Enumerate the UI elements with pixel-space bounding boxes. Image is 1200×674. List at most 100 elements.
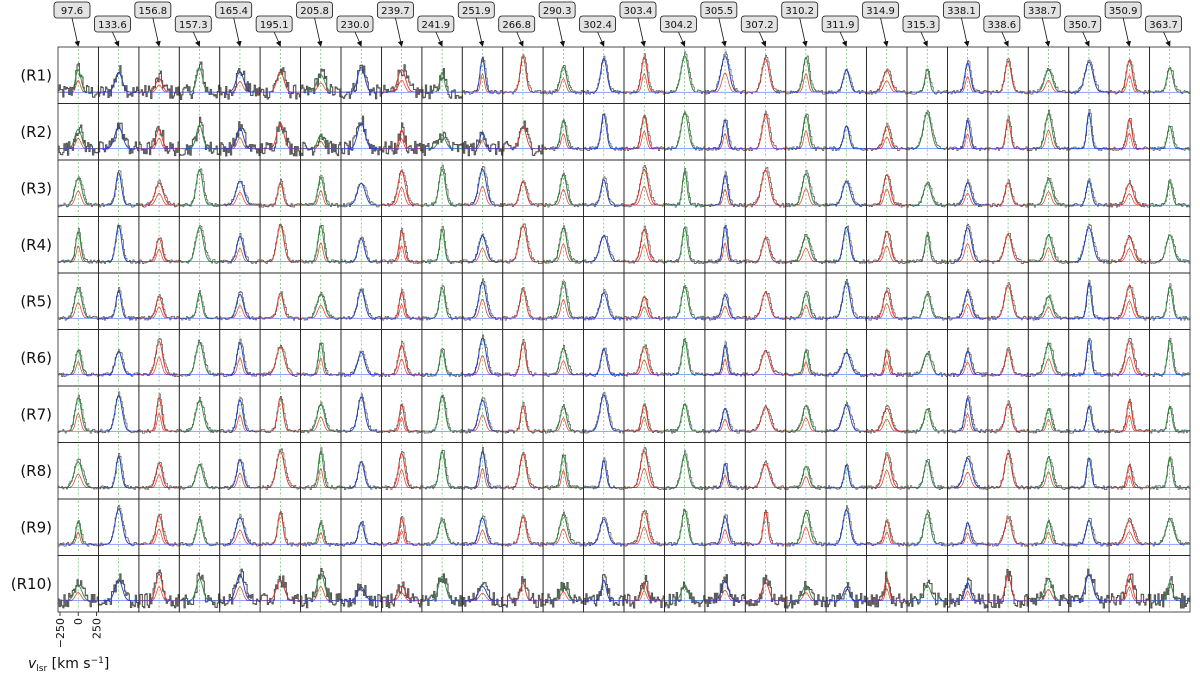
observed-spectrum: [543, 280, 584, 321]
observed-spectrum: [947, 224, 989, 265]
spectrum-panel: [1068, 216, 1110, 274]
frequency-callout: 230.0: [336, 15, 374, 47]
panel-frame: [340, 498, 382, 556]
frequency-label: 165.4: [219, 6, 248, 17]
observed-spectrum: [179, 339, 221, 377]
spectrum-panel: [57, 329, 99, 387]
spectrum-panel: [623, 216, 665, 274]
frequency-callout: 290.3: [538, 1, 576, 47]
spectrum-panel: [1068, 442, 1110, 500]
frequency-label: 251.9: [462, 6, 491, 17]
spectrum-panel: [300, 442, 342, 500]
spectrum-panel: [1027, 216, 1070, 274]
panel-frame: [1108, 329, 1150, 387]
callout-arrow: [961, 17, 970, 47]
observed-spectrum: [543, 454, 584, 490]
spectrum-panel: [1068, 272, 1110, 330]
observed-spectrum: [745, 236, 787, 265]
spectrum-panel: [1027, 498, 1070, 556]
frequency-label: 350.7: [1068, 20, 1097, 31]
model-fit: [1109, 284, 1150, 319]
spectrum-panel: [1149, 216, 1191, 274]
spectrum-panel: [1068, 385, 1110, 443]
frequency-label: 230.0: [341, 20, 370, 31]
observed-spectrum: [987, 400, 1029, 434]
spectrum-panel: [1027, 442, 1070, 500]
spectrum-panel: [664, 555, 706, 613]
spectrum-panel: [1068, 46, 1110, 104]
observed-spectrum: [624, 510, 665, 547]
model-fit: [745, 113, 786, 150]
model-fit: [138, 340, 180, 376]
spectrum-panel: [583, 103, 625, 161]
spectrum-panel: [502, 442, 544, 500]
panel-frame: [906, 498, 948, 556]
frequency-label: 241.9: [422, 20, 451, 31]
row-label: (R3): [20, 179, 52, 197]
panel-frame: [987, 272, 1029, 330]
spectrum-panel: [219, 498, 261, 556]
observed-spectrum: [745, 54, 787, 95]
observed-spectrum: [260, 511, 301, 547]
spectrum-panel: [57, 272, 99, 330]
spectrum-panel: [461, 272, 504, 330]
model-fit: [1149, 67, 1190, 93]
spectrum-panel: [744, 442, 787, 500]
observed-spectrum: [219, 291, 261, 321]
spectrum-panel: [866, 46, 908, 104]
panel-frame: [1149, 442, 1191, 500]
spectrum-panel: [461, 498, 504, 556]
panel-frame: [785, 329, 827, 387]
frequency-label: 302.4: [583, 20, 612, 31]
model-fit: [260, 181, 301, 206]
panel-frame: [906, 329, 948, 387]
spectrum-panel: [381, 46, 423, 104]
panel-frame: [381, 329, 423, 387]
frequency-callout: 350.9: [1104, 1, 1142, 47]
model-fit: [260, 396, 301, 432]
spectrum-panel: [825, 216, 867, 274]
panel-frame: [98, 329, 140, 387]
spectrum-panel: [987, 385, 1029, 443]
callout-arrow: [1163, 31, 1171, 47]
panel-frame: [704, 272, 746, 330]
observed-spectrum: [987, 115, 1029, 151]
spectrum-panel: [785, 555, 827, 613]
frequency-label: 97.6: [61, 6, 83, 17]
spectrum-panel: [98, 442, 140, 500]
row-label: (R8): [20, 462, 52, 480]
observed-spectrum: [543, 344, 584, 377]
observed-spectrum: [421, 285, 463, 321]
observed-spectrum: [1028, 177, 1070, 208]
panel-frame: [704, 103, 746, 161]
panel-frame: [502, 442, 544, 500]
x-tick-label: 250: [90, 618, 103, 639]
spectrum-panel: [300, 498, 342, 556]
spectrum-panel: [542, 46, 584, 104]
frequency-label: 195.1: [260, 20, 289, 31]
spectrum-panel: [461, 385, 504, 443]
frequency-callout: 205.8: [296, 1, 333, 47]
observed-spectrum: [98, 573, 140, 609]
panel-frame: [1149, 272, 1191, 330]
observed-spectrum: [1109, 573, 1151, 606]
spectrum-panel: [785, 272, 827, 330]
panel-frame: [744, 329, 787, 387]
panel-frame: [704, 385, 746, 443]
panel-frame: [98, 442, 140, 500]
panel-frame: [381, 498, 423, 556]
panel-frame: [664, 272, 706, 330]
spectrum-panel: [1108, 329, 1150, 387]
spectrum-panel: [542, 555, 585, 613]
observed-spectrum: [1109, 180, 1150, 208]
spectrum-panel: [300, 46, 342, 104]
model-fit: [58, 396, 99, 432]
model-fit: [341, 396, 382, 432]
model-fit: [502, 180, 544, 206]
spectrum-panel: [583, 46, 625, 104]
frequency-callout: 239.7: [377, 1, 414, 47]
observed-spectrum: [785, 349, 827, 377]
observed-spectrum: [58, 579, 99, 609]
spectrum-panel: [987, 329, 1029, 387]
frequency-callouts: 97.6 133.6 156.8 157.3 165.4 195.1 205.8 230.0 2…: [53, 1, 1182, 47]
